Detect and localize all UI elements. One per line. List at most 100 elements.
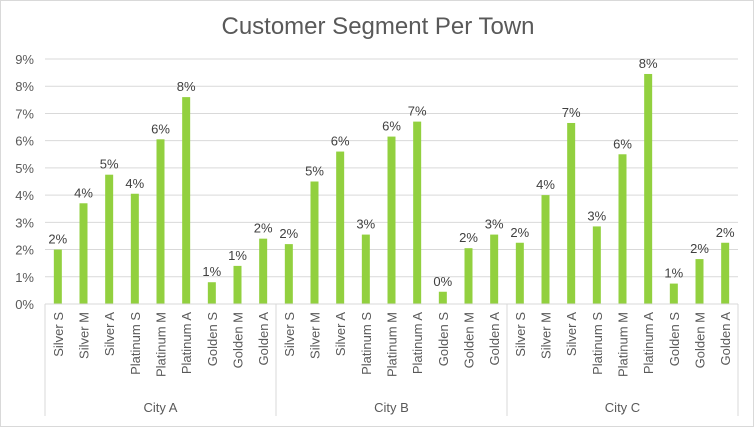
data-label: 2% <box>48 232 67 247</box>
x-category-label: Platinum M <box>154 312 169 377</box>
y-tick-label: 6% <box>15 134 34 149</box>
bar <box>644 73 653 304</box>
bar <box>438 291 447 304</box>
bar <box>259 238 268 304</box>
data-label: 1% <box>202 264 221 279</box>
x-category-label: Platinum A <box>410 312 425 374</box>
x-category-label: Golden M <box>693 312 708 368</box>
data-label: 4% <box>125 176 144 191</box>
bar <box>387 136 396 304</box>
bar <box>105 174 114 304</box>
bar <box>695 259 704 304</box>
bar <box>53 249 62 304</box>
data-label: 1% <box>664 266 683 281</box>
data-label: 2% <box>510 225 529 240</box>
bar <box>233 265 242 304</box>
bar <box>207 282 216 304</box>
bar <box>669 283 678 304</box>
data-label: 6% <box>151 121 170 136</box>
x-category-label: Platinum M <box>616 312 631 377</box>
x-category-label: Golden S <box>667 312 682 367</box>
x-category-label: Platinum M <box>385 312 400 377</box>
data-label: 8% <box>639 56 658 71</box>
x-category-label: Silver S <box>513 312 528 357</box>
data-label: 2% <box>254 221 273 236</box>
bar <box>592 226 601 304</box>
x-group-label: City B <box>374 400 409 415</box>
data-label: 3% <box>485 217 504 232</box>
bar <box>721 242 730 304</box>
data-label: 5% <box>305 164 324 179</box>
x-category-label: Silver M <box>77 312 92 359</box>
data-label: 7% <box>562 105 581 120</box>
y-tick-label: 5% <box>15 161 34 176</box>
data-label: 6% <box>613 136 632 151</box>
x-category-label: Silver A <box>102 312 117 356</box>
y-tick-label: 3% <box>15 215 34 230</box>
bar <box>361 234 370 304</box>
bar <box>618 154 627 304</box>
x-category-label: Golden A <box>718 312 733 366</box>
y-tick-label: 8% <box>15 79 34 94</box>
data-label: 6% <box>331 134 350 149</box>
data-label: 2% <box>459 230 478 245</box>
x-group-label: City C <box>605 400 640 415</box>
bar <box>541 195 550 304</box>
y-tick-label: 4% <box>15 188 34 203</box>
x-category-label: Silver M <box>539 312 554 359</box>
data-label: 5% <box>100 157 119 172</box>
y-tick-label: 7% <box>15 106 34 121</box>
chart-title: Customer Segment Per Town <box>221 13 534 40</box>
data-label: 3% <box>356 217 375 232</box>
bar <box>515 242 524 304</box>
bar <box>310 181 319 304</box>
bar <box>79 203 88 304</box>
data-label: 4% <box>536 177 555 192</box>
x-category-label: Platinum S <box>128 312 143 375</box>
data-label: 2% <box>279 226 298 241</box>
data-label: 4% <box>74 185 93 200</box>
x-category-label: Silver S <box>51 312 66 357</box>
bar <box>567 122 576 304</box>
data-label: 2% <box>716 225 735 240</box>
axis-lines <box>44 303 739 416</box>
x-category-label: Platinum S <box>590 312 605 375</box>
data-label: 8% <box>177 79 196 94</box>
bar <box>182 97 191 304</box>
x-category-label: Silver S <box>282 312 297 357</box>
data-label: 1% <box>228 248 247 263</box>
y-tick-label: 1% <box>15 270 34 285</box>
x-category-label: Silver A <box>564 312 579 356</box>
data-labels: 2% 4% 5% 4% 6% 8% 1% 1% 2% 2% 5% 6% 3% 6% 7% 0% 2% 3% 2% 4%… <box>48 56 735 289</box>
x-group-label: City A <box>144 400 178 415</box>
x-category-label: Platinum A <box>179 312 194 374</box>
x-category-label: Golden A <box>487 312 502 366</box>
x-category-label: Platinum S <box>359 312 374 375</box>
data-label: 0% <box>433 274 452 289</box>
x-category-label: Golden M <box>462 312 477 368</box>
bar <box>284 244 293 304</box>
data-label: 6% <box>382 119 401 134</box>
data-label: 3% <box>587 208 606 223</box>
bar <box>336 151 345 304</box>
y-tick-label: 0% <box>15 297 34 312</box>
x-category-label: Platinum A <box>641 312 656 374</box>
x-category-label: Golden M <box>231 312 246 368</box>
x-axis-category-labels: Silver S Silver M Silver A Platinum S Platin… <box>51 312 733 377</box>
x-category-label: Silver A <box>333 312 348 356</box>
bars <box>53 73 730 304</box>
x-category-label: Silver M <box>308 312 323 359</box>
x-category-label: Golden S <box>205 312 220 367</box>
bar <box>413 121 422 304</box>
y-axis-ticks: 0% 1% 2% 3% 4% 5% 6% 7% 8% 9% <box>15 52 34 312</box>
data-label: 7% <box>408 104 427 119</box>
y-tick-label: 9% <box>15 52 34 67</box>
x-axis-group-labels: City A City B City C <box>144 400 641 415</box>
x-category-label: Golden A <box>256 312 271 366</box>
bar <box>130 193 139 304</box>
bar <box>156 139 165 304</box>
data-label: 2% <box>690 241 709 256</box>
x-category-label: Golden S <box>436 312 451 367</box>
